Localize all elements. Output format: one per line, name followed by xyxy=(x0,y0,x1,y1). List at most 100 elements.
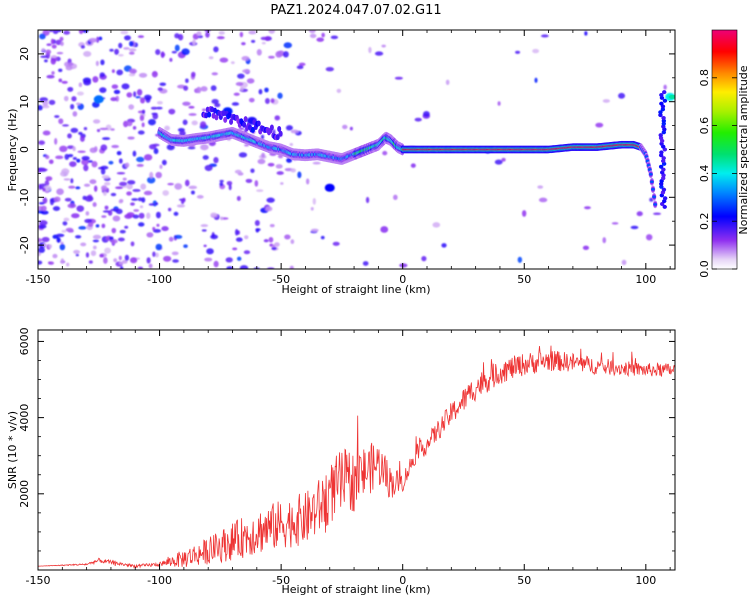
heatmap-noise-cell xyxy=(126,212,135,218)
heatmap-noise-cell xyxy=(277,50,285,57)
heatmap-noise-cell xyxy=(251,39,256,43)
heatmap-noise-cell xyxy=(110,239,118,244)
heatmap-noise-cell xyxy=(111,227,117,234)
heatmap-noise-cell xyxy=(92,234,102,240)
heatmap-noise-cell xyxy=(62,124,69,127)
heatmap-noise-cell xyxy=(309,33,317,39)
heatmap-noise-cell xyxy=(538,197,548,203)
heatmap-noise-cell xyxy=(116,69,124,76)
heatmap-noise-cell xyxy=(111,84,119,89)
heatmap-noise-cell xyxy=(124,162,130,168)
heatmap-noise-cell xyxy=(88,37,98,43)
heatmap-noise-cell xyxy=(100,165,109,170)
heatmap-noise-cell xyxy=(139,114,145,122)
heatmap-noise-cell xyxy=(242,69,251,74)
heatmap-noise-cell xyxy=(51,44,57,49)
ridge-edge xyxy=(658,110,663,115)
heatmap-noise-cell xyxy=(138,72,148,78)
heatmap-noise-cell xyxy=(63,178,71,181)
colorbar-tick-label: 0.4 xyxy=(698,165,711,183)
heatmap-noise-cell xyxy=(50,38,55,45)
heatmap-noise-cell xyxy=(58,118,64,125)
heatmap-noise-cell xyxy=(80,242,87,247)
bottom-x-tick-label: -100 xyxy=(147,574,172,587)
heatmap-noise-cell xyxy=(126,120,133,127)
heatmap-noise-cell xyxy=(236,195,241,201)
ridge-edge-peak xyxy=(668,94,675,99)
heatmap-noise-cell xyxy=(133,209,140,212)
heatmap-noise-cell xyxy=(61,229,67,233)
heatmap-noise-cell xyxy=(308,30,316,34)
bottom-x-axis: -150 -100 -50 0 50 100 xyxy=(26,330,671,587)
heatmap-noise-cell xyxy=(104,247,111,254)
top-x-tick-label: 0 xyxy=(399,273,406,286)
heatmap-noise-cell xyxy=(264,98,270,104)
heatmap-noise-cell xyxy=(312,161,321,165)
top-y-tick-label: 20 xyxy=(18,47,31,61)
heatmap-noise-cell xyxy=(118,261,124,265)
heatmap-noise-cell xyxy=(164,125,170,131)
heatmap-noise-cell xyxy=(48,261,55,265)
heatmap-noise-cell xyxy=(124,254,130,261)
heatmap-noise-cell xyxy=(70,103,75,110)
heatmap-noise-cell xyxy=(200,224,209,228)
heatmap-noise-cell xyxy=(320,235,325,240)
heatmap-noise-cell xyxy=(136,156,145,163)
colorbar-ticks: 0.0 0.2 0.4 0.6 0.8 xyxy=(698,69,737,278)
top-y-tick-label: 0 xyxy=(18,146,31,153)
heatmap-noise-cell xyxy=(191,71,196,78)
heatmap-noise-cell xyxy=(67,86,74,92)
heatmap-noise-cell xyxy=(160,51,165,58)
heatmap-noise-cell xyxy=(132,214,139,219)
heatmap-noise-cell xyxy=(157,87,163,92)
heatmap-noise-cell xyxy=(155,171,162,179)
heatmap-noise-cell xyxy=(282,51,289,58)
ridge-edge xyxy=(659,201,665,206)
bottom-x-tick-label: 100 xyxy=(635,574,656,587)
ridge-secondary xyxy=(277,125,282,132)
heatmap-noise-cell xyxy=(182,101,191,106)
colorbar-gradient xyxy=(712,30,737,269)
heatmap-noise-cell xyxy=(143,154,153,161)
heatmap-noise-cell xyxy=(214,103,221,108)
ridge-edge xyxy=(661,156,666,161)
ridge-edge xyxy=(659,150,664,155)
heatmap-noise-cell xyxy=(138,212,145,219)
heatmap-noise-cell xyxy=(95,224,100,228)
heatmap-noise-cell xyxy=(645,234,653,241)
ridge-secondary xyxy=(207,111,212,118)
heatmap-noise-cell xyxy=(38,247,46,254)
heatmap-noise-cell xyxy=(103,181,111,186)
heatmap-noise-cell xyxy=(146,176,156,184)
heatmap-noise-cell xyxy=(534,77,538,83)
heatmap-noise-cell xyxy=(108,160,114,165)
heatmap-noise-cell xyxy=(63,30,71,35)
heatmap-noise-cell xyxy=(81,155,90,161)
heatmap-noise-cell xyxy=(104,205,109,210)
heatmap-noise-cell xyxy=(241,56,250,61)
heatmap-noise-cell xyxy=(161,159,167,166)
heatmap-noise-cell xyxy=(584,206,591,210)
heatmap-noise-cell xyxy=(54,115,60,118)
heatmap-noise-cell xyxy=(141,109,146,115)
heatmap-noise-cell xyxy=(501,157,506,162)
top-x-tick-label: -50 xyxy=(272,273,290,286)
heatmap-noise-cell xyxy=(232,247,238,251)
heatmap-noise-cell xyxy=(63,95,69,102)
bottom-x-tick-label: -50 xyxy=(272,574,290,587)
snr-frame xyxy=(37,329,676,571)
heatmap-noise-cell xyxy=(140,97,146,104)
heatmap-noise-cell xyxy=(56,188,64,195)
heatmap-noise-cell xyxy=(93,146,98,153)
heatmap-noise-cell xyxy=(78,226,87,230)
heatmap-noise-cell xyxy=(248,97,255,103)
heatmap-noise-cell xyxy=(540,34,549,38)
heatmap-noise-cell xyxy=(274,115,281,121)
ridge-edge xyxy=(662,98,668,103)
snr-panel: -150 -100 -50 0 50 100 2000 4000 6000 Height of… xyxy=(6,327,676,596)
ridge-secondary xyxy=(229,118,234,125)
heatmap-noise-cell xyxy=(118,54,124,57)
heatmap-noise-cell xyxy=(256,189,264,192)
heatmap-noise-cell xyxy=(298,62,306,67)
heatmap-noise-cell xyxy=(174,234,183,239)
